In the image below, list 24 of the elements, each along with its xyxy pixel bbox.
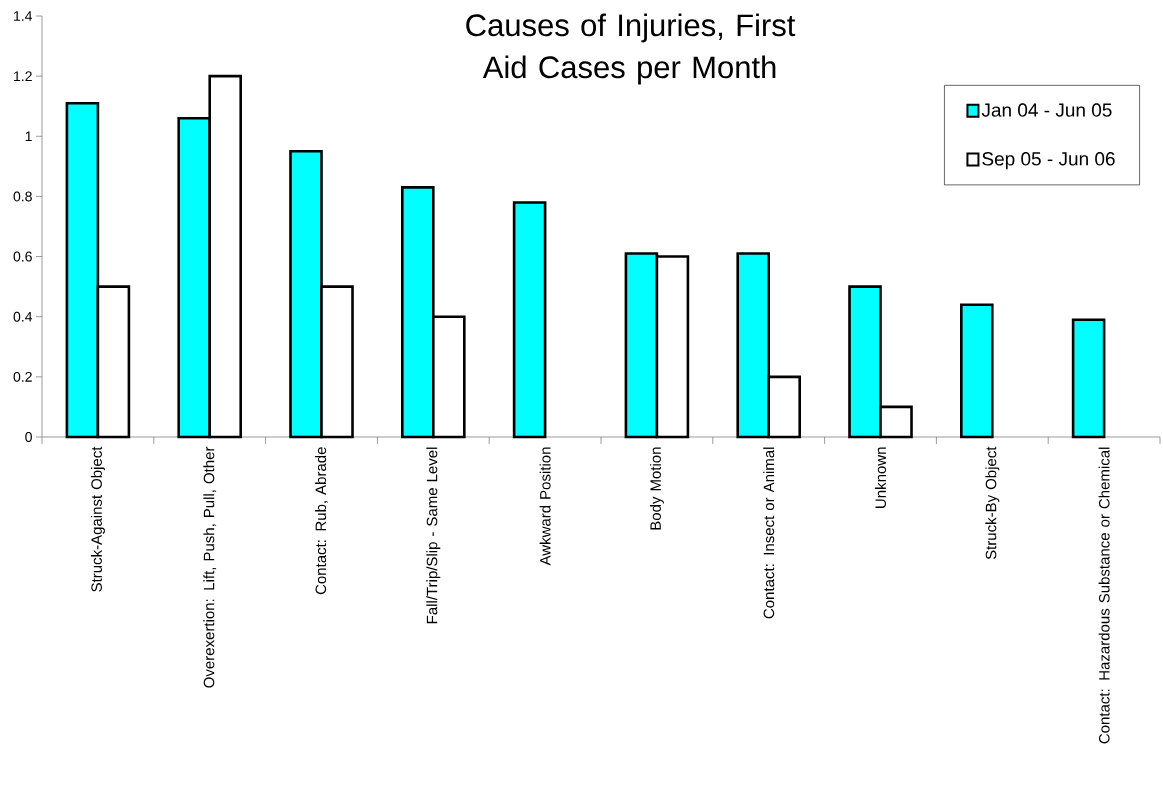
- bar: [1071, 318, 1106, 439]
- x-tick-label: Unknown: [875, 447, 887, 508]
- text: Causes of Injuries, First Aid Cases per Month: [466, 13, 796, 85]
- bar: [960, 303, 994, 439]
- x-tick-label: Contact: Hazardous Substance or Chemical: [1098, 447, 1110, 744]
- y-tick-label: 0.4: [13, 311, 33, 322]
- y-tick-label: 1.2: [14, 71, 32, 82]
- x-tick-label: Body Motion: [649, 447, 664, 530]
- x-tick-label: Overexertion: Lift, Push, Pull, Other: [203, 446, 217, 688]
- legend-label: Jan 04 - Jun 05: [981, 103, 1112, 117]
- x-tick-label: Struck-Against Object: [90, 446, 105, 592]
- x-tick-label: Contact: Insect or Animal: [763, 447, 775, 619]
- x-tick-label: Struck-By Object: [985, 446, 1000, 560]
- y-tick-label: 0: [25, 432, 32, 442]
- y-tick-label: 0.6: [13, 251, 32, 262]
- bar: [512, 201, 547, 439]
- legend-label: Sep 05 - Jun 06: [982, 152, 1115, 170]
- y-tick-label: 0.8: [13, 191, 32, 202]
- x-tick-label: Contact: Rub, Abrade: [315, 447, 328, 595]
- x-tick-label: Fall/Trip/Slip - Same Level: [426, 447, 441, 624]
- y-tick-label: 1: [25, 131, 32, 142]
- x-tick-label: Awkward Position: [539, 447, 551, 566]
- y-tick-label: 0.2: [13, 371, 32, 382]
- y-tick-label: 1.4: [14, 11, 33, 21]
